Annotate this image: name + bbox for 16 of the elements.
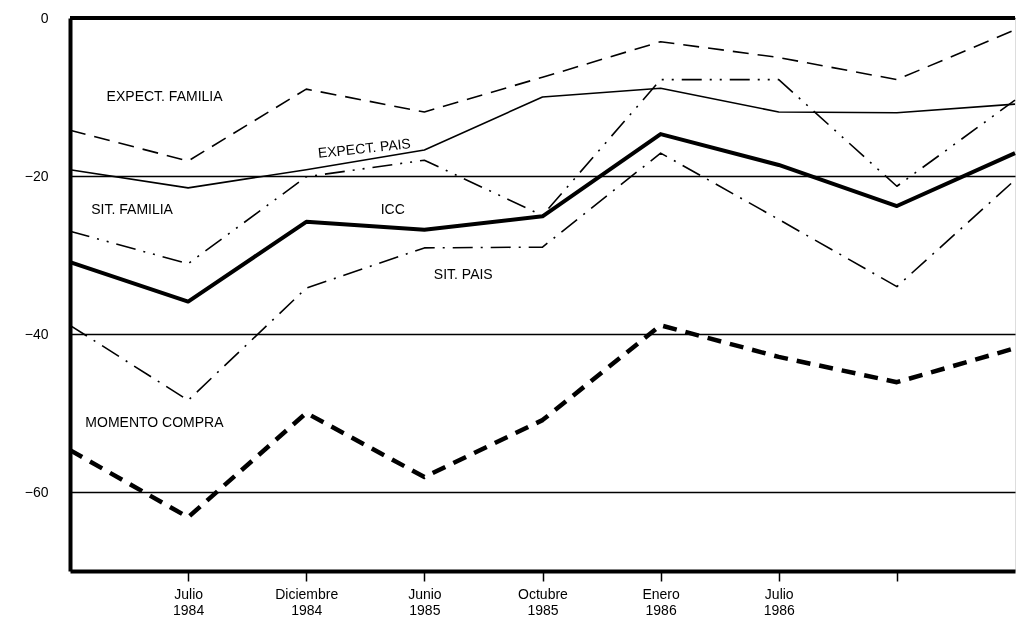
x-tick-label: Julio 1984 — [173, 585, 205, 618]
x-tick-label: Octubre 1985 — [518, 585, 569, 618]
text: EXPECT. FAMILIA — [106, 88, 224, 104]
series-label: ICC — [380, 200, 405, 217]
y-tick-label: −20 — [24, 167, 49, 184]
x-tick-label: Enero 1986 — [642, 585, 681, 618]
x-tick-label: Diciembre 1984 — [275, 585, 339, 618]
y-tick-label: 0 — [40, 9, 49, 26]
series-label: SIT. FAMILIA — [91, 200, 174, 217]
series-label: MOMENTO COMPRA — [85, 414, 225, 431]
y-tick-label: −40 — [24, 325, 49, 342]
x-tick-label: Julio 1986 — [763, 585, 796, 618]
series-label: SIT. PAIS — [433, 265, 493, 282]
text: EXPECT. PAIS — [317, 135, 412, 161]
y-tick-label: −60 — [24, 483, 49, 500]
x-tick-label: Junio 1985 — [408, 585, 442, 618]
